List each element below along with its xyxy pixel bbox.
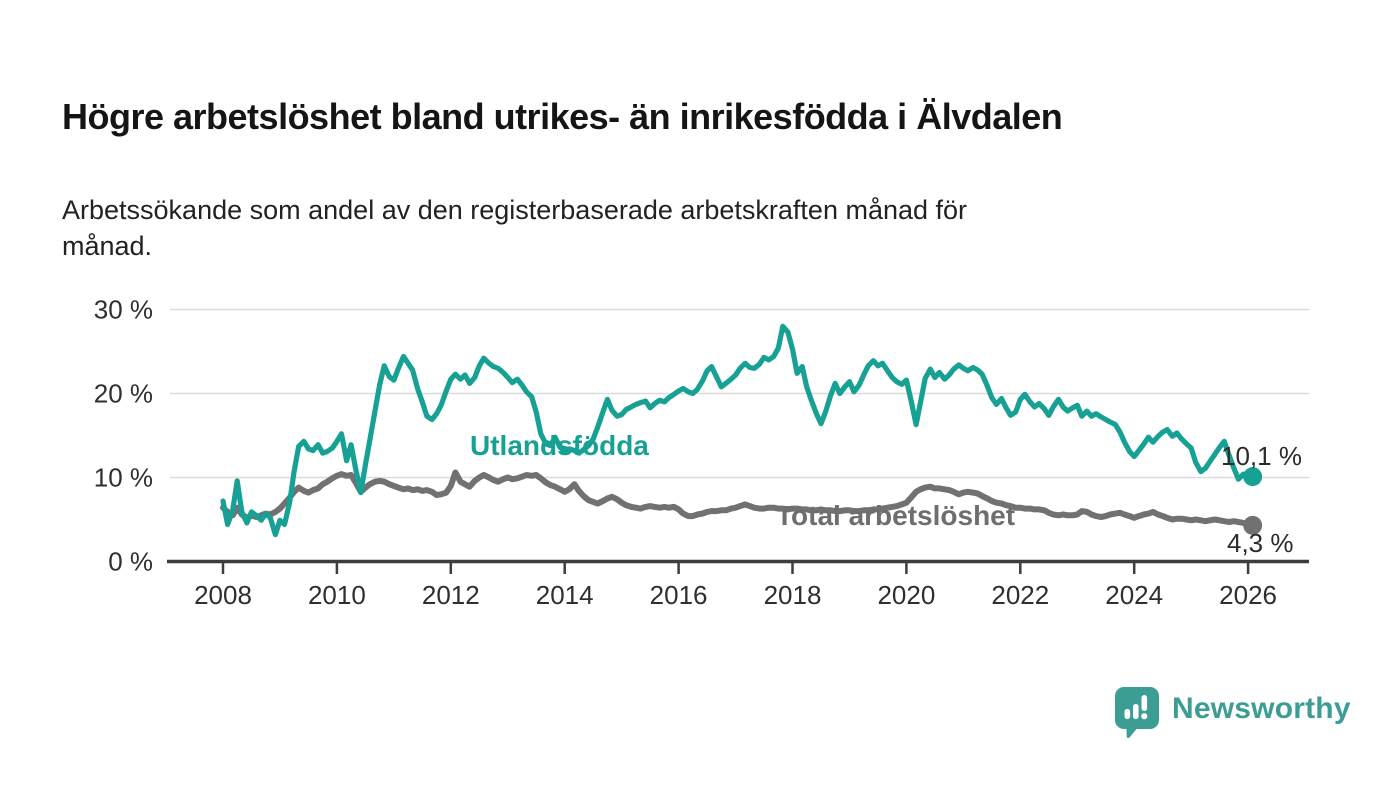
y-tick-label: 30 % [94,295,153,325]
page-title: Högre arbetslöshet bland utrikes- än inr… [62,96,1063,138]
newsworthy-speech-bubble-barchart-icon [1115,687,1159,738]
y-tick-label: 20 % [94,379,153,409]
newsworthy-brand: Newsworthy [1114,686,1351,738]
end-value-utlandsfodda: 10,1 % [1221,441,1302,471]
x-tick-label: 2014 [536,580,594,610]
x-tick-label: 2022 [991,580,1049,610]
series-line-total-arbetsloshet [220,469,1256,529]
series-end-dot-total-arbetsloshet [1243,515,1263,535]
x-tick-label: 2020 [877,580,935,610]
x-tick-label: 2018 [764,580,822,610]
page-subtitle: Arbetssökande som andel av den registerb… [62,195,968,262]
x-tick-label: 2016 [650,580,708,610]
series-end-dot-utlandsfodda [1243,467,1263,487]
x-tick-label: 2008 [194,580,252,610]
x-tick-label: 2024 [1105,580,1163,610]
x-tick-label: 2012 [422,580,480,610]
x-tick-label: 2010 [308,580,366,610]
series-line-utlandsfodda [220,323,1256,538]
series-label-total-arbetsloshet: Total arbetslöshet [776,500,1016,531]
series-label-utlandsfodda: Utlandsfödda [470,430,649,461]
y-tick-label: 10 % [94,463,153,493]
x-tick-label: 2026 [1219,580,1277,610]
y-tick-label: 0 % [108,547,153,577]
newsworthy-brand-name: Newsworthy [1172,692,1351,725]
end-value-total-arbetsloshet: 4,3 % [1227,528,1294,558]
